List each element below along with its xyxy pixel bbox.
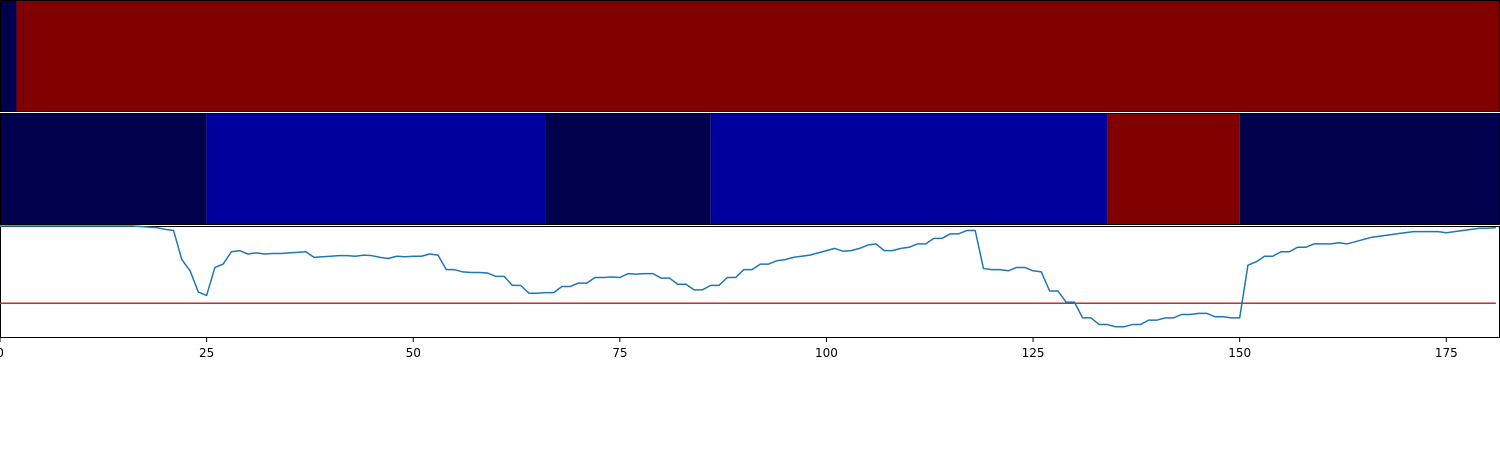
strip-segment-2-6 xyxy=(1239,113,1500,225)
x-tick-label-175: 175 xyxy=(1435,346,1458,360)
x-tick-label-25: 25 xyxy=(199,346,214,360)
x-tick-label-150: 150 xyxy=(1228,346,1251,360)
strip-segment-2-3 xyxy=(545,113,711,225)
series-line xyxy=(0,225,1496,328)
state-strip-top xyxy=(0,0,1500,112)
strip-segment-2-5 xyxy=(1107,113,1240,225)
x-tick-label-50: 50 xyxy=(406,346,421,360)
state-strip-middle xyxy=(0,113,1500,225)
x-axis: 0 25 50 75 100 125 150 175 xyxy=(0,338,1458,360)
strip-segment-1-1 xyxy=(0,0,17,112)
line-panel xyxy=(0,225,1500,338)
line-panel-background xyxy=(0,226,1500,338)
x-tick-label-100: 100 xyxy=(815,346,838,360)
x-tick-label-75: 75 xyxy=(612,346,627,360)
strip-segment-2-2 xyxy=(206,113,546,225)
strip-segment-2-4 xyxy=(710,113,1108,225)
x-tick-label-125: 125 xyxy=(1022,346,1045,360)
strip-segment-2-1 xyxy=(0,113,207,225)
x-tick-label-0: 0 xyxy=(0,346,4,360)
strip-segment-1-2 xyxy=(16,0,1500,112)
